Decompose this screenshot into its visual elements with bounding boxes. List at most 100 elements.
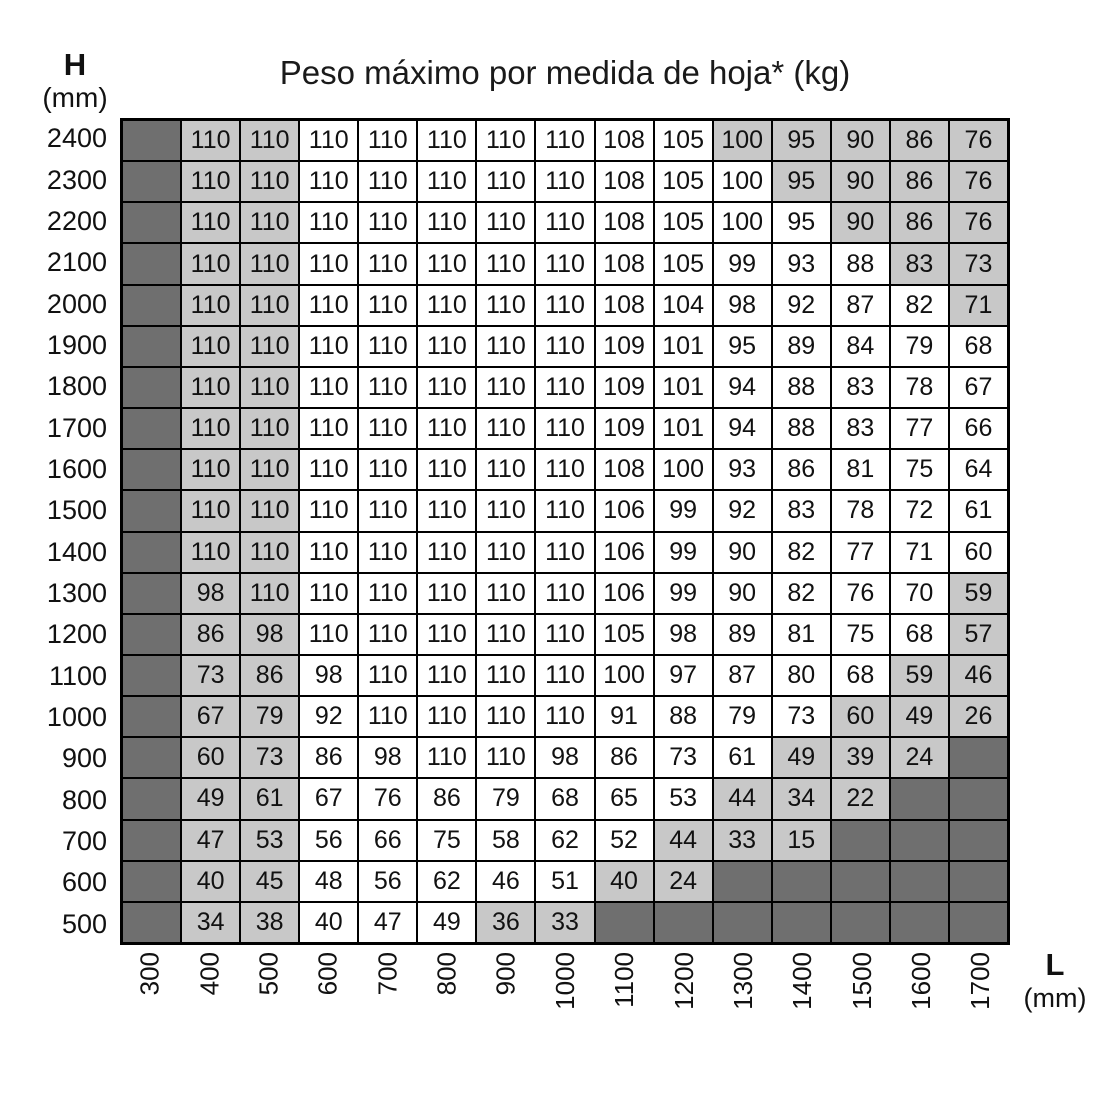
- table-cell: 86: [890, 162, 948, 202]
- row-header: 2100: [46, 247, 107, 278]
- table-cell: 110: [300, 614, 358, 654]
- table-cell: [123, 902, 181, 942]
- column-header: 1100: [595, 952, 654, 1037]
- table-cell: 98: [654, 614, 712, 654]
- table-cell: 110: [359, 614, 417, 654]
- table-cell: [949, 820, 1007, 860]
- table-cell: 110: [536, 532, 594, 572]
- table-cell: 100: [595, 655, 653, 696]
- table-cell: 53: [241, 820, 299, 860]
- column-header-text: 700: [372, 952, 402, 996]
- table-cell: 101: [654, 409, 712, 449]
- table-cell: 110: [536, 614, 594, 654]
- table-cell: 64: [949, 450, 1007, 490]
- table-cell: 110: [536, 162, 594, 202]
- table-cell: 80: [772, 655, 830, 696]
- column-header: 900: [476, 952, 535, 1037]
- column-header-text: 1300: [728, 952, 758, 1010]
- table-cell: 110: [418, 409, 476, 449]
- table-cell: 110: [182, 409, 240, 449]
- table-cell: 73: [241, 738, 299, 778]
- table-cell: 110: [418, 203, 476, 243]
- column-header: 1400: [773, 952, 832, 1037]
- table-cell: 77: [890, 409, 948, 449]
- table-cell: 40: [595, 861, 653, 901]
- column-header-text: 400: [194, 952, 224, 996]
- table-cell: 73: [772, 697, 830, 737]
- table-cell: 73: [182, 655, 240, 696]
- table-cell: 110: [477, 244, 535, 284]
- table-cell: 98: [300, 655, 358, 696]
- table-cell: 70: [890, 573, 948, 613]
- table-cell: 81: [831, 450, 889, 490]
- column-header-text: 500: [253, 952, 284, 996]
- column-header-text: 600: [312, 952, 343, 996]
- table-cell: 97: [654, 655, 712, 696]
- table-cell: 110: [359, 121, 417, 161]
- table-cell: 59: [890, 655, 948, 696]
- table-cell: 110: [359, 244, 417, 284]
- row-header: 2200: [46, 205, 107, 236]
- table-cell: 110: [536, 573, 594, 613]
- table-cell: 110: [418, 655, 476, 696]
- table-cell: 95: [772, 121, 830, 161]
- table-cell: 44: [713, 779, 771, 819]
- table-cell: 91: [595, 697, 653, 737]
- table-cell: 78: [831, 491, 889, 531]
- table-cell: 110: [241, 491, 299, 531]
- table-cell: 60: [831, 697, 889, 737]
- table-cell: 110: [359, 326, 417, 366]
- table-cell: 76: [949, 203, 1007, 243]
- table-cell: 108: [595, 450, 653, 490]
- table-cell: 110: [418, 244, 476, 284]
- table-cell: 101: [654, 326, 712, 366]
- table-cell: 105: [654, 203, 712, 243]
- table-cell: 110: [300, 367, 358, 408]
- table-cell: [890, 902, 948, 942]
- table-cell: 68: [890, 614, 948, 654]
- table-cell: 51: [536, 861, 594, 901]
- table-cell: 90: [713, 532, 771, 572]
- table-cell: 110: [536, 367, 594, 408]
- table-cell: 95: [713, 326, 771, 366]
- column-header-text: 300: [134, 952, 165, 996]
- table-cell: 93: [713, 450, 771, 490]
- table-cell: 110: [241, 532, 299, 572]
- y-axis-name: H: [63, 47, 87, 82]
- chart-title: Peso máximo por medida de hoja* (kg): [279, 54, 851, 91]
- table-cell: 110: [359, 285, 417, 325]
- table-cell: 105: [595, 614, 653, 654]
- table-cell: 82: [890, 285, 948, 325]
- table-cell: 101: [654, 367, 712, 408]
- table-cell: 86: [300, 738, 358, 778]
- table-cell: 110: [477, 573, 535, 613]
- table-cell: 110: [359, 450, 417, 490]
- x-axis-name: L: [1045, 947, 1065, 982]
- table-cell: [123, 738, 181, 778]
- table-cell: 95: [772, 203, 830, 243]
- table-cell: 90: [831, 121, 889, 161]
- column-header-text: 1600: [906, 952, 936, 1010]
- table-cell: 33: [536, 902, 594, 942]
- table-cell: 100: [713, 121, 771, 161]
- table-cell: 24: [654, 861, 712, 901]
- table-cell: 109: [595, 367, 653, 408]
- table-cell: 110: [418, 326, 476, 366]
- table-cell: 90: [831, 203, 889, 243]
- table-cell: 78: [890, 367, 948, 408]
- column-header-text: 900: [490, 952, 521, 996]
- table-cell: 47: [182, 820, 240, 860]
- table-cell: 110: [536, 121, 594, 161]
- table-cell: 75: [890, 450, 948, 490]
- table-cell: 52: [595, 820, 653, 860]
- row-header: 1600: [46, 453, 107, 484]
- table-cell: 71: [890, 532, 948, 572]
- table-cell: 87: [831, 285, 889, 325]
- table-cell: 60: [182, 738, 240, 778]
- table-cell: 104: [654, 285, 712, 325]
- table-cell: [772, 902, 830, 942]
- row-header: 1900: [46, 329, 107, 360]
- table-cell: 110: [241, 162, 299, 202]
- column-header: 1700: [951, 952, 1010, 1037]
